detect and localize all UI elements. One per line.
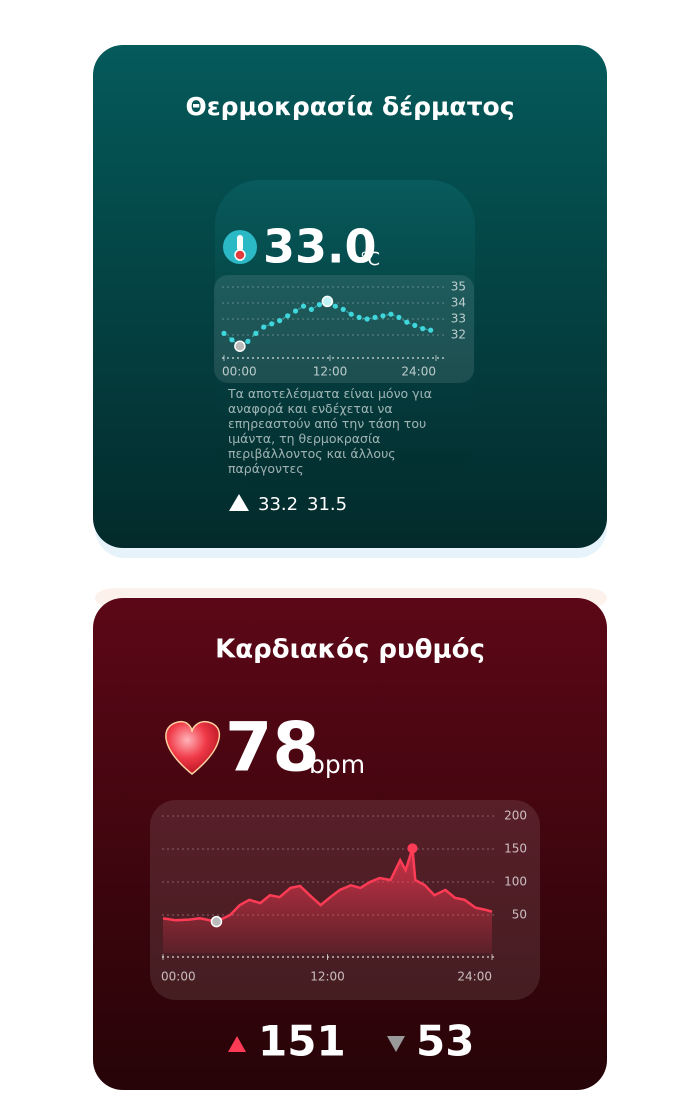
max-marker — [407, 843, 418, 854]
unit: bpm — [309, 750, 365, 779]
heart-icon — [165, 720, 221, 775]
point — [221, 330, 227, 336]
point — [348, 311, 354, 317]
point — [300, 303, 307, 309]
point — [420, 326, 426, 332]
max-marker — [321, 295, 334, 308]
min-marker — [234, 340, 246, 352]
point — [396, 314, 402, 320]
min-value: 31.5 — [307, 494, 347, 515]
point — [364, 316, 370, 322]
min-icon — [387, 1036, 405, 1052]
y-tick-label: 200 — [504, 809, 527, 823]
reading: 33.0 — [263, 220, 377, 274]
point — [245, 338, 251, 344]
point — [340, 306, 346, 312]
max-icon — [228, 1036, 246, 1052]
card-title: Καρδιακός ρυθμός — [215, 635, 485, 665]
point — [285, 313, 291, 319]
thermometer-icon — [237, 235, 243, 251]
point — [356, 314, 362, 320]
point — [388, 311, 394, 317]
y-tick-label: 35 — [451, 280, 466, 294]
point — [253, 330, 259, 336]
x-tick-label: 12:00 — [313, 365, 348, 379]
max-value: 33.2 — [258, 494, 298, 515]
point — [308, 306, 315, 312]
y-tick-label: 34 — [451, 296, 466, 310]
y-tick-label: 32 — [451, 328, 466, 342]
max-value: 151 — [258, 1017, 346, 1066]
x-tick-label: 12:00 — [310, 970, 345, 984]
y-tick-label: 33 — [451, 312, 466, 326]
x-tick-label: 24:00 — [401, 365, 436, 379]
card-title: Θερμοκρασία δέρματος — [185, 92, 514, 121]
note: Τα αποτελέσματα είναι μόνο για αναφορά κ… — [228, 386, 433, 476]
point — [428, 327, 434, 333]
y-tick-label: 150 — [504, 842, 527, 856]
unit: ℃ — [360, 249, 380, 270]
min-value: 53 — [416, 1017, 474, 1066]
chart-panel — [214, 275, 474, 383]
reading: 78 — [225, 709, 320, 788]
point — [261, 324, 267, 330]
min-marker — [210, 915, 223, 928]
x-tick-label: 00:00 — [161, 970, 196, 984]
y-tick-label: 50 — [512, 908, 527, 922]
watch-tile — [215, 180, 475, 485]
line — [162, 847, 493, 923]
point — [229, 337, 235, 343]
x-tick-label: 00:00 — [222, 365, 257, 379]
y-tick-label: 100 — [504, 875, 527, 889]
x-tick-label: 24:00 — [457, 970, 492, 984]
point — [292, 308, 299, 314]
point — [404, 319, 410, 325]
thermometer-icon — [234, 249, 246, 261]
point — [412, 322, 418, 328]
heart-rate-card — [93, 598, 607, 1090]
point — [316, 302, 322, 308]
point — [380, 313, 386, 319]
point — [277, 318, 283, 324]
max-icon — [229, 494, 249, 511]
point — [269, 321, 275, 327]
point — [332, 303, 338, 309]
point — [372, 314, 378, 320]
